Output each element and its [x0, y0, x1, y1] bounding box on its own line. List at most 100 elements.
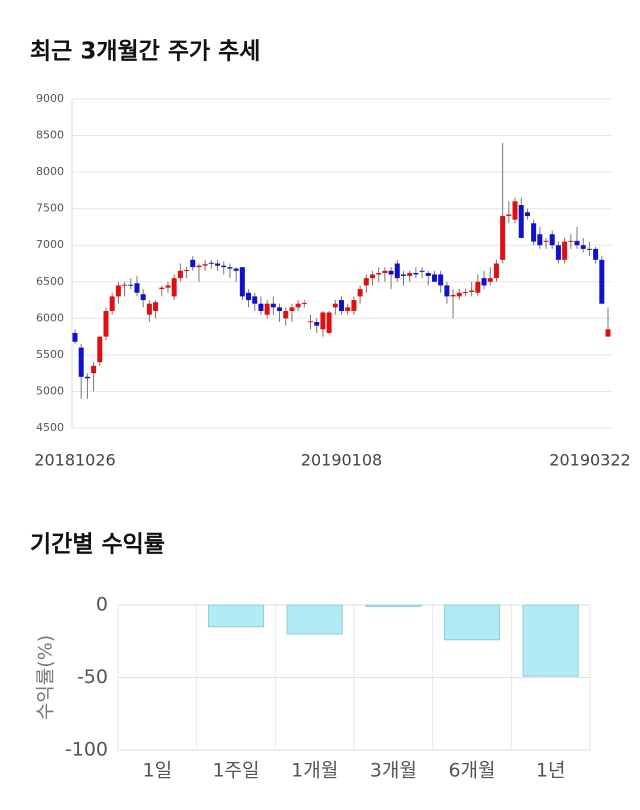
candle-body — [128, 284, 134, 286]
y-axis-label: 수익률(%) — [35, 635, 57, 720]
bar — [207, 604, 265, 628]
candle-body — [345, 307, 351, 312]
candle-body — [258, 303, 264, 312]
candle-body — [78, 347, 84, 377]
bar — [443, 604, 501, 641]
candle-body — [438, 274, 444, 286]
y-tick-label: 6500 — [36, 275, 64, 288]
bar — [365, 604, 422, 607]
x-tick-label: 20190322 — [549, 451, 630, 470]
candle-body — [444, 285, 450, 297]
x-tick-label: 1년 — [536, 760, 566, 782]
candle-body — [252, 296, 258, 304]
candle-body — [208, 262, 214, 264]
candle-body — [425, 273, 431, 276]
candle-body — [153, 302, 159, 312]
candle-body — [339, 300, 344, 312]
candle-body — [524, 212, 530, 216]
candle-body — [518, 205, 524, 238]
candle-body — [462, 292, 468, 294]
candle-body — [202, 264, 208, 266]
candle-body — [481, 278, 487, 286]
x-tick-label: 3개월 — [370, 760, 417, 782]
candle-body — [562, 241, 568, 260]
y-tick-label: 6000 — [36, 311, 64, 324]
candle-body — [543, 240, 549, 242]
candle-body — [555, 245, 561, 260]
y-tick-label: 9000 — [36, 92, 64, 105]
candle-body — [382, 270, 388, 274]
chart-title: 최근 3개월간 주가 추세 — [30, 39, 260, 65]
candle-body — [363, 278, 369, 286]
candle-body — [159, 287, 165, 290]
candle-body — [549, 234, 555, 246]
candle-body — [283, 311, 289, 319]
candle-body — [190, 259, 196, 268]
y-tick-label: -100 — [65, 739, 108, 761]
candle-body — [246, 292, 252, 301]
bar — [286, 604, 343, 635]
x-tick-label: 1일 — [143, 760, 173, 782]
candle-body — [314, 321, 320, 326]
candle-body — [605, 329, 611, 337]
candle-body — [84, 376, 90, 379]
candle-body — [171, 278, 177, 297]
chart-title: 기간별 수익률 — [30, 532, 165, 558]
candle-body — [308, 321, 314, 323]
candle-body — [493, 263, 499, 279]
candle-body — [388, 270, 394, 275]
candle-body — [568, 240, 574, 242]
candle-body — [227, 267, 233, 269]
candle-body — [277, 307, 283, 312]
candle-body — [122, 284, 128, 286]
bar — [522, 604, 579, 677]
candle-body — [431, 274, 437, 282]
candle-body — [593, 248, 599, 260]
candle-body — [599, 259, 605, 304]
x-tick-label: 1개월 — [291, 760, 338, 782]
y-tick-label: -50 — [77, 666, 108, 688]
candle-body — [109, 296, 115, 312]
candle-body — [72, 332, 78, 342]
candle-body — [580, 245, 586, 249]
candle-body — [369, 274, 375, 279]
candle-body — [326, 312, 332, 333]
candle-body — [239, 267, 245, 297]
candle-body — [215, 263, 221, 266]
candle-body — [103, 311, 109, 337]
x-tick-label: 20190108 — [301, 451, 382, 470]
y-tick-label: 5500 — [36, 348, 64, 361]
candle-body — [165, 285, 171, 288]
candle-body — [450, 294, 456, 297]
x-tick-label: 1주일 — [212, 760, 259, 782]
candle-body — [97, 336, 103, 363]
y-tick-label: 5000 — [36, 384, 64, 397]
y-tick-label: 4500 — [36, 421, 64, 434]
candle-body — [184, 270, 190, 272]
candle-body — [512, 201, 518, 220]
candle-body — [115, 285, 121, 297]
candle-body — [537, 234, 543, 246]
candle-body — [146, 303, 152, 315]
candle-body — [357, 289, 363, 297]
candle-body — [487, 278, 493, 282]
candle-body — [264, 303, 270, 315]
candle-body — [394, 263, 400, 279]
candle-body — [531, 223, 537, 242]
candle-body — [196, 265, 202, 268]
candle-body — [295, 303, 301, 308]
candle-body — [301, 302, 307, 304]
candle-body — [574, 240, 580, 246]
y-tick-label: 0 — [96, 594, 108, 616]
y-tick-label: 7500 — [36, 202, 64, 215]
candle-body — [91, 365, 97, 374]
candle-body — [289, 307, 295, 312]
candle-body — [140, 294, 146, 301]
candle-body — [134, 283, 140, 293]
candle-body — [233, 268, 239, 271]
candle-body — [177, 270, 183, 279]
candle-body — [419, 270, 425, 272]
candle-body — [456, 292, 462, 297]
candle-body — [506, 214, 512, 216]
